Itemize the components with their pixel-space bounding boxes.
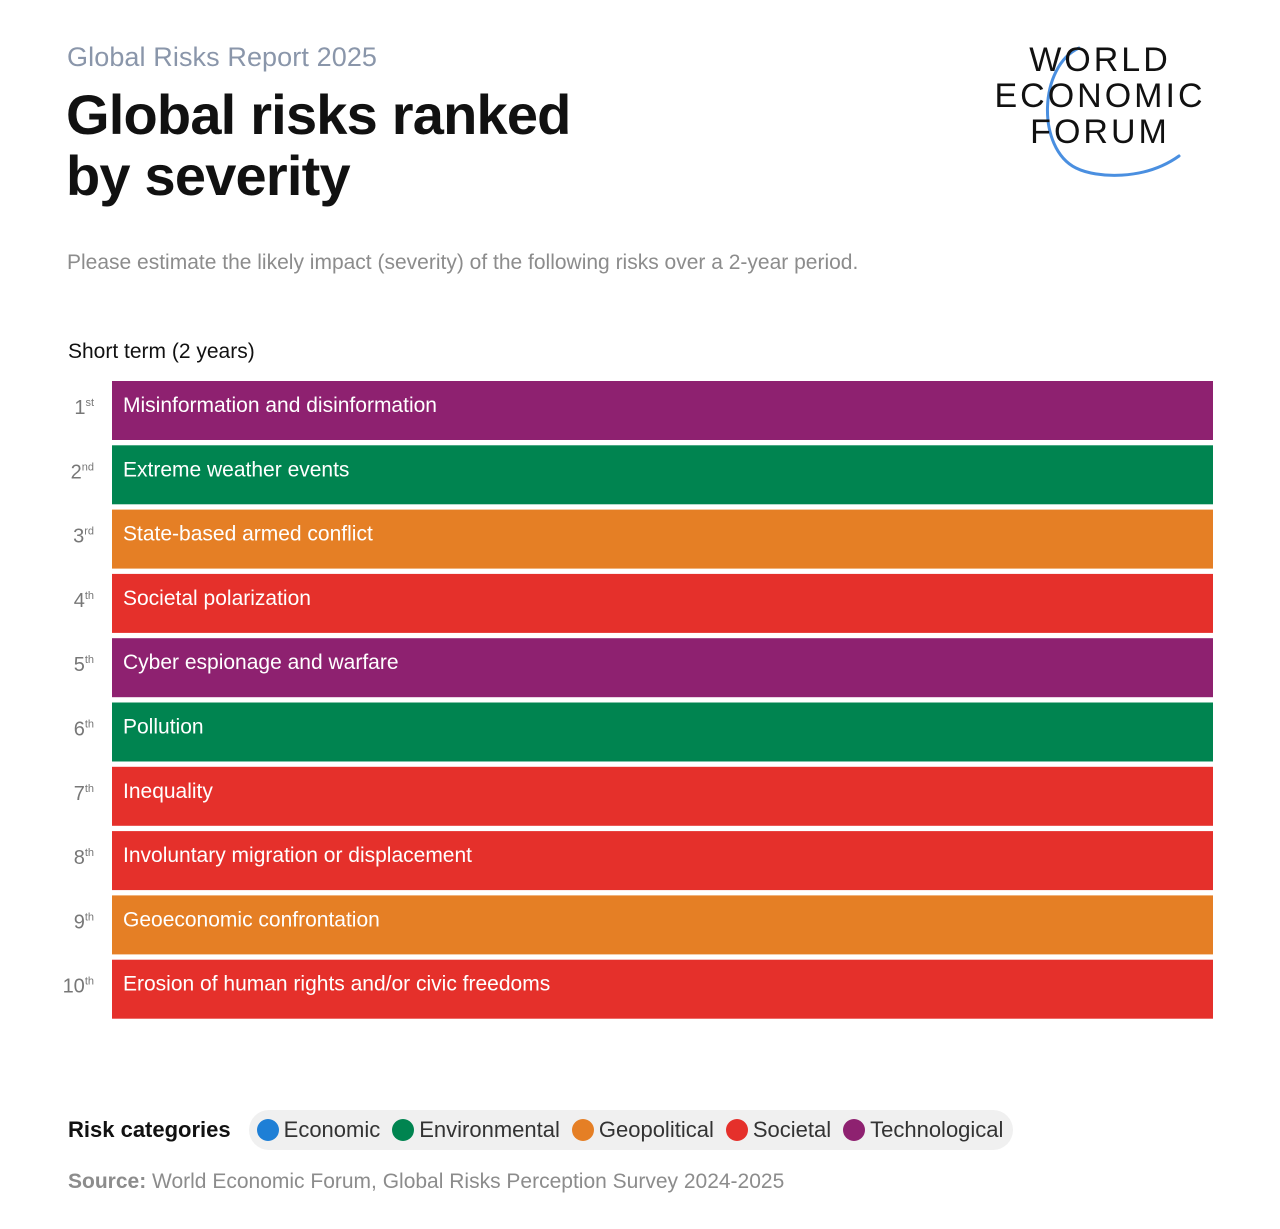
logo-line-1: WORLD bbox=[1029, 41, 1171, 79]
legend-label: Environmental bbox=[419, 1117, 560, 1142]
rank-label: 2nd bbox=[71, 461, 94, 483]
risk-bar bbox=[112, 702, 1213, 762]
rank-label: 10th bbox=[63, 976, 94, 998]
logo-line-3: FORUM bbox=[1030, 113, 1170, 151]
risk-row: Misinformation and disinformation 1st bbox=[74, 381, 1213, 440]
legend-item: Technological bbox=[843, 1117, 1003, 1143]
risk-row: Erosion of human rights and/or civic fre… bbox=[63, 959, 1213, 1019]
rank-label: 1st bbox=[74, 397, 94, 419]
rank-label: 3rd bbox=[73, 526, 94, 548]
risk-bar bbox=[112, 573, 1213, 633]
risk-row: Cyber espionage and warfare 5th bbox=[74, 638, 1213, 698]
legend-item: Environmental bbox=[392, 1117, 560, 1143]
risk-label: Inequality bbox=[123, 780, 213, 803]
legend-title: Risk categories bbox=[68, 1117, 231, 1142]
rank-number: 6 bbox=[74, 719, 85, 741]
rank-suffix: th bbox=[85, 590, 94, 602]
risk-bar bbox=[112, 766, 1213, 826]
legend-dot-icon bbox=[571, 1119, 594, 1141]
risk-bar bbox=[112, 959, 1213, 1019]
risk-bar bbox=[112, 638, 1213, 698]
rank-label: 9th bbox=[74, 911, 94, 933]
legend-label: Geopolitical bbox=[598, 1117, 714, 1142]
risk-bar bbox=[112, 381, 1213, 440]
rank-number: 5 bbox=[74, 654, 85, 676]
logo-line-2: ECONOMIC bbox=[995, 77, 1206, 115]
risk-row: State-based armed conflict 3rd bbox=[73, 509, 1213, 569]
risk-label: Involuntary migration or displacement bbox=[123, 844, 472, 867]
rank-number: 8 bbox=[74, 847, 85, 869]
page-title: Global risks ranked by severity bbox=[66, 84, 766, 206]
risk-label: Geoeconomic confrontation bbox=[123, 908, 380, 931]
legend-dot-icon bbox=[256, 1119, 279, 1141]
rank-label: 7th bbox=[74, 783, 94, 805]
rank-suffix: th bbox=[85, 976, 94, 988]
risk-label: Extreme weather events bbox=[123, 458, 349, 481]
legend-label: Technological bbox=[870, 1117, 1004, 1142]
rank-suffix: th bbox=[85, 719, 94, 731]
risk-row: Inequality 7th bbox=[74, 766, 1213, 826]
rank-suffix: rd bbox=[84, 526, 94, 538]
risk-row: Pollution 6th bbox=[74, 702, 1213, 762]
title-line-1: Global risks ranked bbox=[66, 83, 571, 146]
risk-bar bbox=[112, 895, 1213, 955]
rank-suffix: th bbox=[85, 847, 94, 859]
legend-dot-icon bbox=[725, 1119, 748, 1141]
legend-pill: Economic Environmental Geopolitical Societa… bbox=[248, 1110, 1014, 1150]
legend-item: Economic bbox=[256, 1117, 381, 1143]
rank-label: 4th bbox=[74, 590, 94, 612]
risk-row: Geoeconomic confrontation 9th bbox=[74, 895, 1213, 955]
risk-bar bbox=[112, 831, 1213, 891]
legend-label: Societal bbox=[752, 1117, 832, 1142]
rank-suffix: nd bbox=[82, 461, 94, 473]
rank-suffix: st bbox=[85, 397, 94, 409]
risk-label: Erosion of human rights and/or civic fre… bbox=[123, 973, 550, 996]
wef-logo: WORLD ECONOMIC FORUM bbox=[984, 36, 1224, 186]
risk-label: Misinformation and disinformation bbox=[123, 394, 437, 417]
risk-label: Pollution bbox=[123, 716, 204, 739]
rank-suffix: th bbox=[85, 654, 94, 666]
survey-question: Please estimate the likely impact (sever… bbox=[67, 251, 859, 274]
rank-number: 7 bbox=[74, 783, 85, 805]
rank-number: 9 bbox=[74, 911, 85, 933]
rank-label: 8th bbox=[74, 847, 94, 869]
rank-suffix: th bbox=[85, 911, 94, 923]
risk-bar bbox=[112, 509, 1213, 569]
source-text: World Economic Forum, Global Risks Perce… bbox=[152, 1170, 785, 1193]
risk-row: Involuntary migration or displacement 8th bbox=[74, 831, 1213, 891]
rank-number: 3 bbox=[73, 526, 84, 548]
report-kicker: Global Risks Report 2025 bbox=[67, 42, 378, 72]
rank-number: 1 bbox=[74, 397, 85, 419]
source-label: Source: bbox=[68, 1170, 147, 1193]
wef-logo-graphic: WORLD ECONOMIC FORUM bbox=[995, 41, 1206, 177]
rank-number: 2 bbox=[71, 461, 82, 483]
section-label: Short term (2 years) bbox=[68, 340, 255, 363]
risk-label: Societal polarization bbox=[123, 587, 311, 610]
rank-number: 10 bbox=[63, 976, 85, 998]
source-note: Source: World Economic Forum, Global Ris… bbox=[68, 1170, 784, 1194]
rank-suffix: th bbox=[85, 783, 94, 795]
legend-dot-icon bbox=[392, 1119, 415, 1141]
risk-row: Extreme weather events 2nd bbox=[71, 445, 1213, 505]
legend: Risk categories Economic Environmental Geo… bbox=[68, 1110, 1014, 1150]
risk-label: Cyber espionage and warfare bbox=[123, 651, 399, 674]
risk-row: Societal polarization 4th bbox=[74, 573, 1213, 633]
rank-label: 6th bbox=[74, 719, 94, 741]
logo-arc bbox=[1046, 46, 1181, 177]
title-line-2: by severity bbox=[66, 144, 351, 207]
risk-bar bbox=[112, 445, 1213, 505]
legend-dot-icon bbox=[843, 1119, 866, 1141]
rank-label: 5th bbox=[74, 654, 94, 676]
legend-item: Geopolitical bbox=[571, 1117, 714, 1143]
rank-number: 4 bbox=[74, 590, 85, 612]
legend-label: Economic bbox=[283, 1117, 381, 1142]
risk-label: State-based armed conflict bbox=[123, 523, 373, 546]
legend-item: Societal bbox=[725, 1117, 832, 1143]
